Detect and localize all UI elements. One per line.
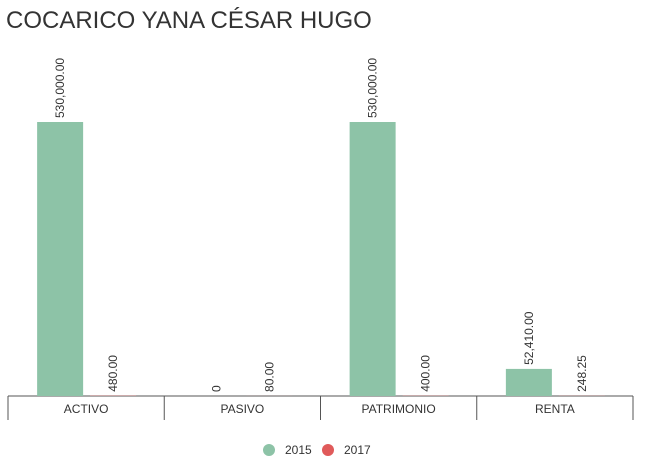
legend-swatch <box>263 444 275 456</box>
bar <box>506 369 552 396</box>
value-label: 0 <box>209 385 223 392</box>
x-tick-label: PASIVO <box>220 402 264 416</box>
value-label: 530,000.00 <box>53 58 67 118</box>
value-label: 248.25 <box>575 355 589 392</box>
x-tick-label: PATRIMONIO <box>362 402 436 416</box>
value-label: 480.00 <box>106 355 120 392</box>
value-label: 530,000.00 <box>366 58 380 118</box>
value-label: 80.00 <box>262 362 276 392</box>
chart-title: COCARICO YANA CÉSAR HUGO <box>6 7 372 34</box>
legend-swatch <box>322 444 334 456</box>
x-tick-label: RENTA <box>535 402 575 416</box>
value-label: 400.00 <box>419 355 433 392</box>
legend-label: 2015 <box>285 443 312 457</box>
x-tick-label: ACTIVO <box>64 402 109 416</box>
legend-label: 2017 <box>344 443 371 457</box>
bar <box>37 122 83 396</box>
bar <box>350 122 396 396</box>
value-label: 52,410.00 <box>522 311 536 365</box>
